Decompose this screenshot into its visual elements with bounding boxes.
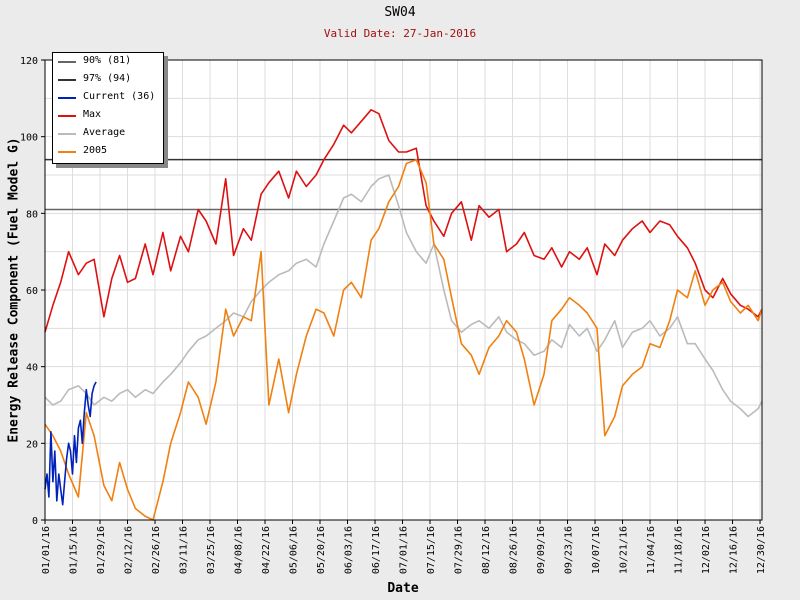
x-tick-label: 10/07/16 [591,526,602,574]
series-line [44,158,763,521]
y-tick-label: 80 [26,209,38,220]
y-axis-label: Energy Release Component (Fuel Model G) [6,137,22,443]
x-tick-label: 11/04/16 [646,526,657,574]
x-tick-label: 12/16/16 [729,526,740,574]
legend-swatch [58,79,76,81]
x-tick-label: 08/26/16 [509,526,520,574]
series-group [44,109,763,521]
legend-swatch [58,151,76,153]
legend-label: 97% (94) [83,73,132,84]
x-tick-label: 02/26/16 [151,526,162,574]
x-tick-label: 03/11/16 [179,526,190,574]
legend-swatch [58,97,76,99]
chart-subtitle: Valid Date: 27-Jan-2016 [323,27,477,40]
legend-label: 90% (81) [83,55,132,66]
chart-title: SW04 [384,5,416,20]
x-tick-label: 07/01/16 [399,526,410,574]
x-tick-label: 01/29/16 [96,526,107,574]
y-tick-label: 40 [26,363,38,374]
legend-item: 90% (81) [53,53,163,71]
legend-item: Max [53,107,163,125]
x-tick-label: 12/30/16 [756,526,767,574]
x-tick-label: 09/09/16 [536,526,547,574]
legend-swatch [58,115,76,117]
series-line [44,381,97,506]
legend-item: Current (36) [53,89,163,107]
x-tick-label: 08/12/16 [481,526,492,574]
series-line [44,174,763,418]
x-tick-label: 05/06/16 [289,526,300,574]
legend-label: Max [83,109,102,120]
y-axis: 0 20 40 60 80 100 120 [20,56,45,527]
reference-lines [45,158,762,211]
x-tick-label: 02/12/16 [124,526,135,574]
x-tick-label: 09/23/16 [564,526,575,574]
legend-swatch [58,133,76,135]
x-tick-label: 07/29/16 [454,526,465,574]
x-tick-label: 06/17/16 [371,526,382,574]
y-tick-label: 100 [20,133,38,144]
x-tick-label: 01/01/16 [41,526,52,574]
x-tick-label: 06/03/16 [344,526,355,574]
legend-label: Average [83,127,126,138]
x-tick-label: 04/08/16 [234,526,245,574]
legend-label: 2005 [83,145,108,156]
x-axis-label: Date [387,581,419,596]
y-tick-label: 120 [20,56,38,67]
x-tick-label: 03/25/16 [206,526,217,574]
x-tick-label: 10/21/16 [619,526,630,574]
y-tick-label: 0 [32,516,38,527]
y-tick-label: 20 [26,439,38,450]
legend-item: 2005 [53,143,163,161]
series-line [44,109,763,333]
x-tick-label: 04/22/16 [261,526,272,574]
legend: 90% (81) 97% (94) Current (36) Max Average 20… [52,52,164,164]
x-tick-label: 12/02/16 [701,526,712,574]
x-tick-label: 11/18/16 [674,526,685,574]
legend-item: 97% (94) [53,71,163,89]
legend-label: Current (36) [83,91,156,102]
x-tick-label: 05/20/16 [316,526,327,574]
x-tick-label: 01/15/16 [69,526,80,574]
y-tick-label: 60 [26,286,38,297]
x-tick-label: 07/15/16 [426,526,437,574]
x-axis: 01/01/16 01/15/16 01/29/16 02/12/16 02/26/16… [41,520,767,574]
legend-swatch [58,61,76,63]
legend-item: Average [53,125,163,143]
